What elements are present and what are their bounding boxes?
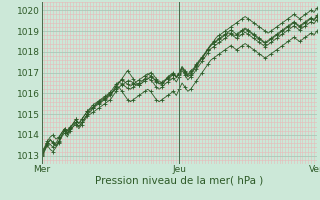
X-axis label: Pression niveau de la mer( hPa ): Pression niveau de la mer( hPa ) bbox=[95, 176, 263, 186]
